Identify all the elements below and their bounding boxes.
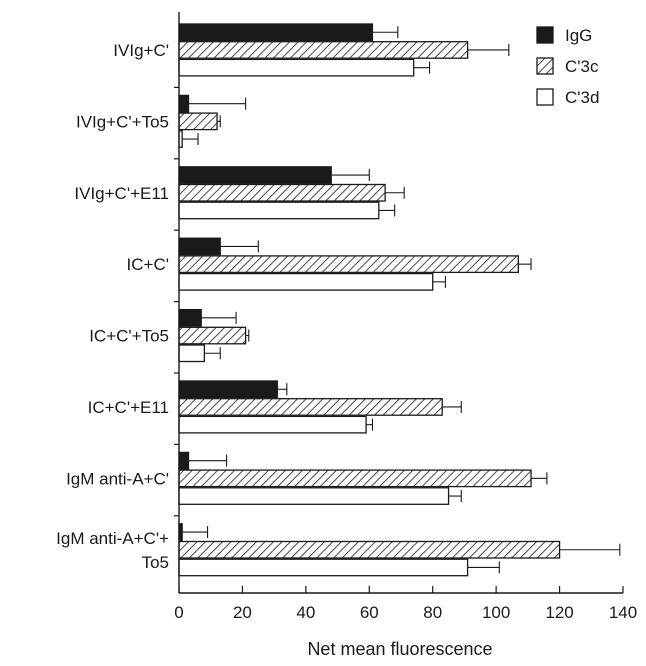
error-bar-igg-1: [372, 26, 399, 39]
legend-label: C'3d: [565, 88, 599, 107]
error-bar-c3c-5: [245, 329, 250, 342]
category-label-8-line-2: To5: [142, 553, 169, 572]
error-bar-c3d-4: [432, 275, 446, 288]
bar-c3d-3: [178, 201, 380, 220]
category-label-8-line-1: IgM anti-A+C'+: [56, 529, 169, 548]
error-bar-c3d-2: [182, 133, 199, 146]
bar-igg-1: [178, 23, 374, 42]
error-bar-c3c-8: [559, 543, 621, 556]
bar-c3c-4: [178, 255, 519, 274]
error-bar-igg-2: [188, 97, 247, 110]
bar-c3d-8: [178, 558, 469, 577]
bar-c3d-1: [178, 58, 415, 77]
bar-igg-5: [178, 308, 202, 327]
x-tick-label-100: 100: [482, 603, 510, 622]
bar-igg-7: [178, 451, 190, 470]
error-bar-c3c-6: [442, 400, 462, 413]
x-tick-label-40: 40: [296, 603, 315, 622]
axes-layer: 0 20 40 60 80 100 120 140: [174, 12, 637, 622]
category-label-2: IVIg+C'+To5: [76, 112, 169, 131]
category-label-7: IgM anti-A+C': [66, 469, 169, 488]
error-bar-c3c-3: [385, 186, 405, 199]
bar-c3d-7: [178, 487, 450, 505]
bars-layer: [178, 23, 621, 577]
x-tick-label-0: 0: [174, 603, 183, 622]
error-bar-c3c-4: [518, 258, 532, 271]
error-bar-c3d-1: [413, 61, 431, 74]
x-tick-label-80: 80: [423, 603, 442, 622]
error-bar-igg-6: [277, 383, 288, 396]
error-bar-c3d-6: [366, 418, 374, 431]
labels-layer: IVIg+C' IVIg+C'+To5 IVIg+C'+E11 IC+C' IC+C'+…: [56, 41, 169, 572]
legend-item-c3d: C'3d: [536, 88, 599, 107]
legend-swatch: [536, 88, 554, 106]
bar-c3c-3: [178, 183, 386, 202]
bar-igg-3: [178, 166, 332, 184]
error-bar-igg-8: [182, 526, 209, 539]
error-bar-igg-4: [220, 240, 259, 253]
error-bar-igg-3: [331, 169, 370, 182]
legend-swatch: [536, 26, 554, 44]
bar-igg-4: [178, 237, 221, 256]
bar-c3c-7: [178, 469, 532, 488]
bar-c3d-6: [178, 415, 367, 434]
bar-c3c-5: [178, 326, 247, 345]
bar-c3c-8: [178, 540, 561, 559]
x-tick-label-140: 140: [609, 603, 637, 622]
category-label-5: IC+C'+To5: [89, 327, 169, 346]
error-bar-igg-5: [201, 311, 237, 324]
bar-c3c-2: [178, 112, 218, 131]
x-tick-label-60: 60: [360, 603, 379, 622]
bar-c3c-1: [178, 41, 469, 59]
x-axis-title: Net mean fluorescence: [307, 639, 492, 659]
legend-label: C'3c: [565, 57, 599, 76]
category-label-1: IVIg+C': [113, 41, 169, 60]
bar-c3c-6: [178, 398, 443, 416]
legend-swatch: [536, 57, 554, 75]
legend-item-igg: IgG: [536, 26, 592, 45]
error-bar-c3d-5: [204, 347, 221, 360]
x-tick-label-20: 20: [233, 603, 252, 622]
error-bar-c3d-3: [378, 204, 396, 217]
error-bar-igg-7: [188, 454, 228, 467]
error-bar-c3d-7: [448, 490, 462, 503]
legend-label: IgG: [565, 26, 592, 45]
category-label-6: IC+C'+E11: [88, 398, 169, 417]
error-bar-c3c-7: [531, 472, 548, 485]
bar-igg-2: [178, 94, 190, 113]
x-tick-label-120: 120: [545, 603, 573, 622]
bar-c3d-4: [178, 272, 434, 291]
bar-c3d-5: [178, 344, 206, 363]
error-bar-c3c-2: [217, 115, 221, 128]
category-label-3: IVIg+C'+E11: [74, 184, 169, 203]
error-bar-c3d-8: [467, 561, 500, 574]
error-bar-c3c-1: [467, 43, 510, 56]
bar-igg-6: [178, 380, 278, 399]
legend: IgG C'3c C'3d: [536, 26, 599, 107]
legend-item-c3c: C'3c: [536, 57, 599, 76]
category-label-4: IC+C': [127, 255, 169, 274]
